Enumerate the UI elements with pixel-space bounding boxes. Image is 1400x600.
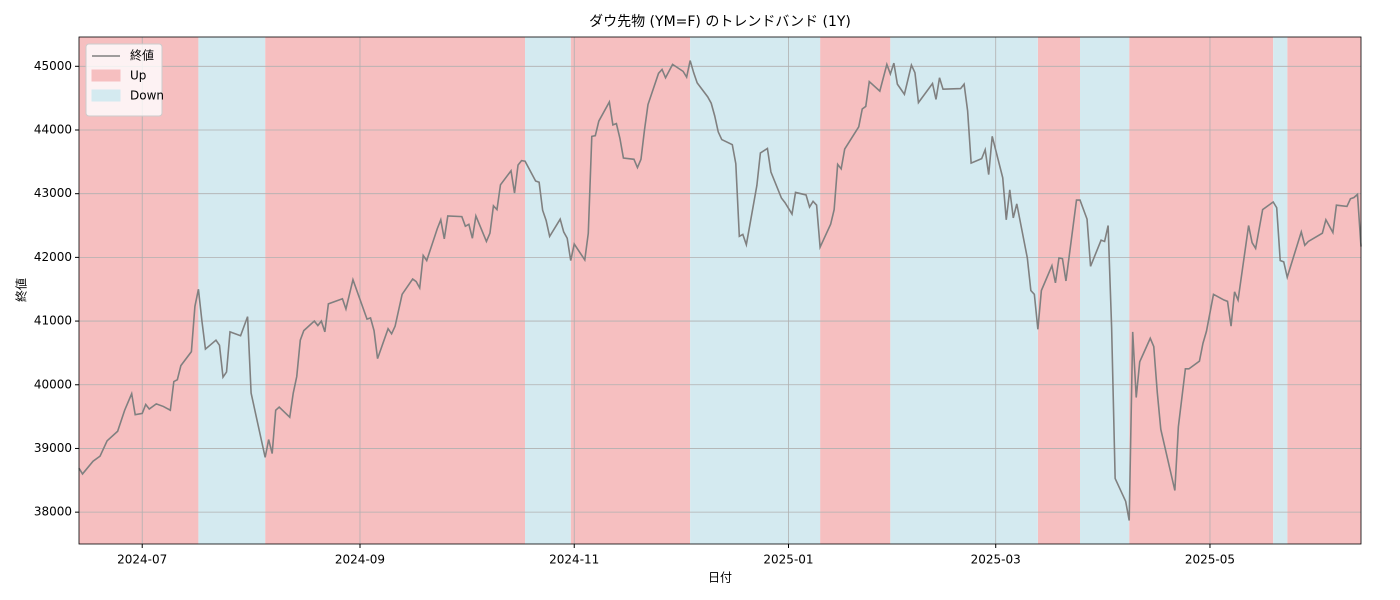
legend-patch bbox=[91, 89, 121, 102]
y-tick-label: 41000 bbox=[34, 314, 72, 328]
legend-label: Down bbox=[130, 89, 164, 103]
trend-band bbox=[1273, 37, 1288, 544]
price-line bbox=[78, 60, 1362, 521]
trend-band bbox=[820, 37, 891, 544]
x-tick-label: 2024-07 bbox=[117, 553, 167, 567]
trend-band bbox=[690, 37, 821, 544]
y-axis-label: 終値 bbox=[14, 278, 29, 302]
legend-label: 終値 bbox=[130, 48, 154, 63]
legend-patch bbox=[91, 69, 121, 82]
x-tick-label: 2025-03 bbox=[971, 553, 1021, 567]
x-tick-label: 2025-01 bbox=[763, 553, 813, 567]
trend-band bbox=[1129, 37, 1274, 544]
trend-band bbox=[525, 37, 571, 544]
trend-band bbox=[79, 37, 199, 544]
x-tick-label: 2024-11 bbox=[549, 553, 599, 567]
y-tick-label: 39000 bbox=[34, 441, 72, 455]
y-tick-label: 40000 bbox=[34, 377, 72, 391]
y-tick-label: 38000 bbox=[34, 505, 72, 519]
trend-band bbox=[265, 37, 526, 544]
chart-title: ダウ先物 (YM=F) のトレンドバンド (1Y) bbox=[589, 14, 851, 30]
trend-band bbox=[198, 37, 266, 544]
y-tick-label: 42000 bbox=[34, 250, 72, 264]
trend-band bbox=[570, 37, 691, 544]
trend-band bbox=[1037, 37, 1081, 544]
plot-frame bbox=[78, 36, 1362, 545]
x-axis-label: 日付 bbox=[708, 571, 732, 585]
y-tick-label: 43000 bbox=[34, 186, 72, 200]
trend-band bbox=[890, 37, 1038, 544]
trend-band bbox=[1287, 37, 1361, 544]
y-tick-label: 44000 bbox=[34, 122, 72, 136]
x-tick-label: 2024-09 bbox=[335, 553, 385, 567]
y-tick-label: 45000 bbox=[34, 59, 72, 73]
trend-band bbox=[1080, 37, 1130, 544]
x-tick-label: 2025-05 bbox=[1185, 553, 1235, 567]
legend-label: Up bbox=[130, 69, 146, 83]
